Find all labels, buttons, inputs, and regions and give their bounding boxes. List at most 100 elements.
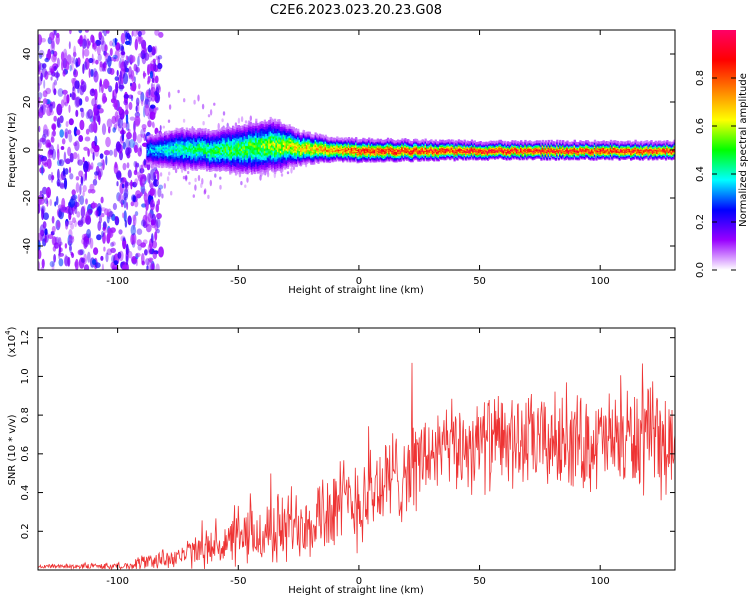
heatmap-cell: [76, 129, 81, 136]
heatmap-cell: [162, 148, 165, 151]
heatmap-cell: [200, 183, 203, 188]
heatmap-cell: [177, 89, 180, 94]
heatmap-cell: [161, 133, 164, 137]
heatmap-cell: [87, 109, 94, 119]
heatmap-cell: [165, 134, 168, 137]
heatmap-cell: [108, 149, 113, 156]
heatmap-cell: [126, 248, 130, 254]
heatmap-cell: [98, 31, 102, 39]
heatmap-cell: [132, 220, 135, 231]
heatmap-cell: [153, 161, 156, 164]
heatmap-cell: [114, 37, 117, 46]
heatmap-cell: [159, 148, 162, 152]
heatmap-cell: [117, 251, 122, 259]
heatmap-cell: [278, 119, 281, 122]
heatmap-cell: [47, 48, 52, 61]
heatmap-cell: [90, 68, 94, 78]
heatmap-cell: [148, 161, 151, 165]
heatmap-cell: [38, 261, 41, 270]
heatmap-cell: [112, 54, 118, 60]
heatmap-cell: [71, 252, 75, 258]
heatmap-cell: [149, 140, 152, 143]
heatmap-cell: [150, 147, 154, 151]
heatmap-cell: [156, 135, 159, 139]
heatmap-cell: [39, 104, 44, 113]
heatmap-cell: [94, 135, 98, 146]
heatmap-cell: [67, 206, 74, 216]
heatmap-cell: [155, 160, 158, 163]
heatmap-cell: [148, 138, 151, 142]
heatmap-cell: [148, 151, 151, 155]
heatmap-cell: [83, 205, 86, 213]
heatmap-cell: [163, 183, 166, 189]
heatmap-cell: [147, 212, 152, 223]
heatmap-cell: [165, 158, 168, 161]
heatmap-cell: [168, 157, 171, 160]
heatmap-cell: [110, 227, 116, 234]
heatmap-cell: [171, 150, 174, 154]
heatmap-cell: [150, 134, 154, 137]
heatmap-cell: [157, 187, 162, 198]
heatmap-cell: [153, 158, 156, 161]
heatmap-cell: [124, 219, 128, 228]
heatmap-cell: [151, 77, 155, 83]
heatmap-cell: [86, 228, 91, 239]
heatmap-cell: [103, 50, 107, 56]
heatmap-cell: [62, 167, 66, 177]
heatmap-cell: [155, 149, 158, 152]
heatmap-cell: [171, 163, 174, 166]
heatmap-cell: [105, 136, 111, 148]
heatmap-cell: [162, 125, 165, 129]
heatmap-cell: [171, 165, 174, 168]
heatmap-cell: [161, 142, 164, 145]
heatmap-cell: [159, 163, 162, 167]
heatmap-cell: [75, 109, 79, 117]
heatmap-cell: [158, 155, 161, 159]
heatmap-cell: [150, 155, 154, 158]
heatmap-cell: [43, 212, 49, 220]
heatmap-cell: [185, 174, 188, 180]
heatmap-cell: [159, 145, 162, 149]
heatmap-cell: [78, 170, 84, 177]
heatmap-cell: [148, 157, 151, 161]
heatmap-cell: [158, 149, 161, 152]
heatmap-cell: [38, 249, 42, 260]
heatmap-cell: [74, 140, 80, 152]
heatmap-cell: [135, 252, 141, 258]
heatmap-cell: [153, 139, 156, 143]
heatmap-cell: [63, 177, 68, 190]
heatmap-cell: [152, 58, 156, 63]
heatmap-cell: [102, 159, 105, 171]
heatmap-cell: [161, 165, 164, 169]
heatmap-cell: [149, 153, 152, 157]
heatmap-cell: [124, 180, 128, 189]
heatmap-cell: [144, 199, 147, 207]
heatmap-cell: [152, 149, 155, 153]
heatmap-cell: [56, 70, 59, 81]
heatmap-cell: [171, 161, 174, 165]
heatmap-cell: [148, 137, 151, 140]
heatmap-cell: [147, 97, 153, 102]
heatmap-cell: [165, 151, 168, 155]
heatmap-cell: [159, 138, 162, 142]
heatmap-cell: [105, 155, 108, 166]
heatmap-cell: [74, 258, 79, 270]
heatmap-cell: [39, 229, 44, 242]
heatmap-cell: [168, 139, 171, 142]
heatmap-cell: [142, 142, 148, 147]
heatmap-cell: [118, 250, 124, 262]
heatmap-cell: [158, 31, 164, 38]
heatmap-cell: [115, 81, 119, 94]
heatmap-cell: [83, 61, 88, 71]
heatmap-cell: [128, 66, 133, 78]
heatmap-cell: [101, 263, 104, 270]
heatmap-cell: [166, 149, 169, 152]
heatmap-cell: [202, 121, 205, 126]
heatmap-cell: [155, 83, 161, 91]
heatmap-cell: [162, 160, 165, 163]
heatmap-cell: [41, 67, 48, 78]
heatmap-cell: [183, 98, 186, 103]
heatmap-cell: [81, 257, 86, 263]
heatmap-cell: [62, 70, 66, 77]
